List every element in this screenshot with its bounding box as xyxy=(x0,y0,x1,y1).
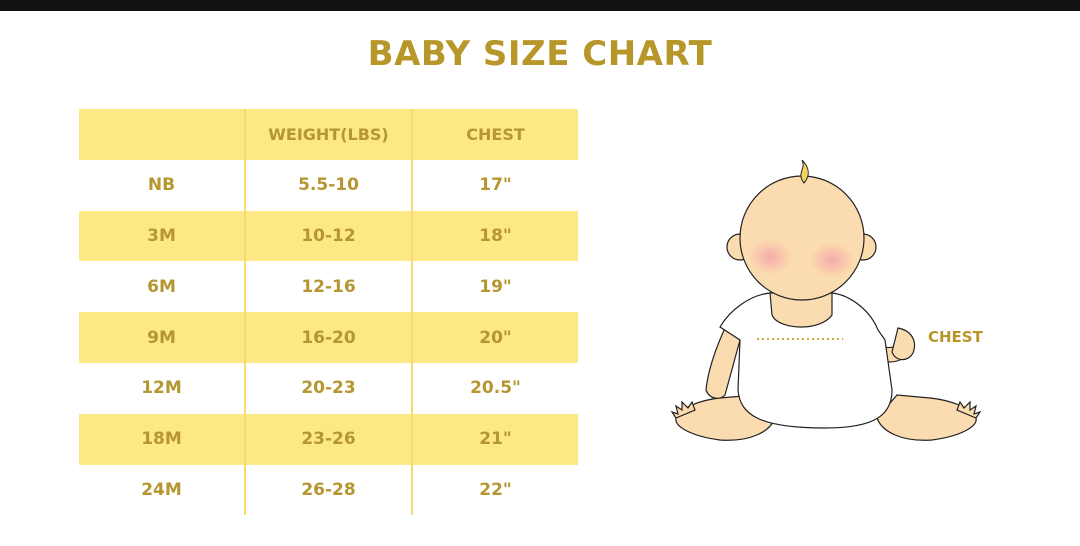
table-row: 6M 12-16 19" xyxy=(79,261,578,313)
size-cell: 18M xyxy=(141,429,182,450)
size-cell: 12M xyxy=(141,378,182,399)
size-table: WEIGHT(LBS) CHEST NB 5.5-10 17" 3M 10-12… xyxy=(79,109,578,516)
table-row: 9M 16-20 20" xyxy=(79,312,578,363)
weight-cell: 23-26 xyxy=(244,413,411,465)
table-row: NB 5.5-10 17" xyxy=(79,159,578,211)
chest-cell: 19" xyxy=(411,261,578,313)
chest-cell: 18" xyxy=(411,210,578,262)
header-cell: CHEST xyxy=(411,109,578,160)
table-row: 18M 23-26 21" xyxy=(79,413,578,465)
top-bar xyxy=(0,0,1080,11)
chest-cell: 17" xyxy=(411,159,578,211)
size-cell: 6M xyxy=(147,276,176,297)
size-cell: 9M xyxy=(147,327,176,348)
table-row: 24M 26-28 22" xyxy=(79,464,578,516)
weight-cell: 20-23 xyxy=(244,362,411,414)
page-title: BABY SIZE CHART xyxy=(367,34,713,74)
weight-cell: 12-16 xyxy=(244,261,411,313)
weight-cell: 16-20 xyxy=(244,312,411,363)
chest-label: CHEST xyxy=(928,328,983,346)
size-cell: 24M xyxy=(141,479,182,500)
table-row: 12M 20-23 20.5" xyxy=(79,362,578,414)
weight-cell: 5.5-10 xyxy=(244,159,411,211)
chest-cell: 20.5" xyxy=(411,362,578,414)
chest-cell: 21" xyxy=(411,413,578,465)
chest-cell: 20" xyxy=(411,312,578,363)
table-row: 3M 10-12 18" xyxy=(79,210,578,262)
chest-cell: 22" xyxy=(411,464,578,516)
size-cell: NB xyxy=(147,175,176,196)
weight-cell: 26-28 xyxy=(244,464,411,516)
size-cell: 3M xyxy=(147,225,176,246)
header-cell xyxy=(79,109,244,160)
header-cell: WEIGHT(LBS) xyxy=(244,109,411,160)
table-header: WEIGHT(LBS) CHEST xyxy=(79,109,578,160)
baby-illustration-icon xyxy=(670,159,982,441)
weight-cell: 10-12 xyxy=(244,210,411,262)
